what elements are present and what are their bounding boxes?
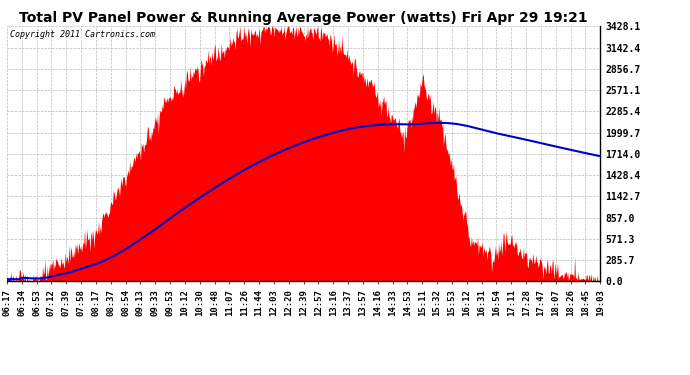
Title: Total PV Panel Power & Running Average Power (watts) Fri Apr 29 19:21: Total PV Panel Power & Running Average P… [19, 11, 588, 25]
Text: Copyright 2011 Cartronics.com: Copyright 2011 Cartronics.com [10, 30, 155, 39]
